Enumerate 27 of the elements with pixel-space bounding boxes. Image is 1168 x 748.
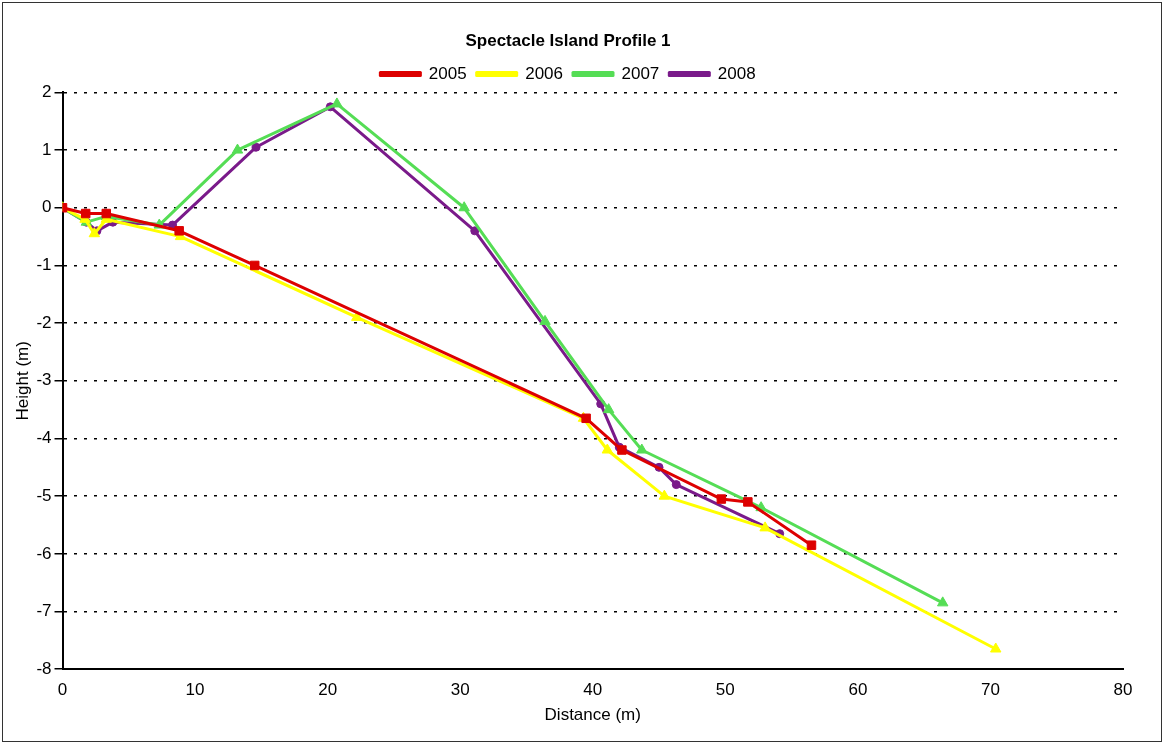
y-tick-label: -2 xyxy=(36,312,52,332)
legend-label: 2006 xyxy=(525,63,564,83)
y-tick-label: -8 xyxy=(36,658,52,678)
y-tick-label: -7 xyxy=(36,601,52,621)
legend-label: 2005 xyxy=(428,63,467,83)
y-tick-label: 0 xyxy=(42,197,52,217)
x-tick-label: 60 xyxy=(848,680,868,700)
x-tick-label: 30 xyxy=(450,680,470,700)
x-axis-title: Distance (m) xyxy=(544,705,641,725)
y-tick-label: -1 xyxy=(36,255,52,275)
x-tick-label: 80 xyxy=(1113,680,1133,700)
chart-title: Spectacle Island Profile 1 xyxy=(465,30,671,50)
y-tick-label: -6 xyxy=(36,543,52,563)
y-tick-label: -4 xyxy=(36,428,52,448)
y-tick-label: -5 xyxy=(36,485,52,505)
legend-label: 2008 xyxy=(717,63,756,83)
legend-label: 2007 xyxy=(621,63,660,83)
y-tick-label: 1 xyxy=(42,139,52,159)
x-tick-label: 20 xyxy=(318,680,338,700)
x-tick-label: 40 xyxy=(583,680,603,700)
x-tick-label: 50 xyxy=(715,680,735,700)
y-tick-label: -3 xyxy=(36,370,52,390)
y-tick-label: 2 xyxy=(42,82,52,102)
x-tick-label: 0 xyxy=(57,680,68,700)
y-axis-title: Height (m) xyxy=(12,341,32,421)
x-tick-label: 10 xyxy=(185,680,205,700)
x-tick-label: 70 xyxy=(980,680,1000,700)
